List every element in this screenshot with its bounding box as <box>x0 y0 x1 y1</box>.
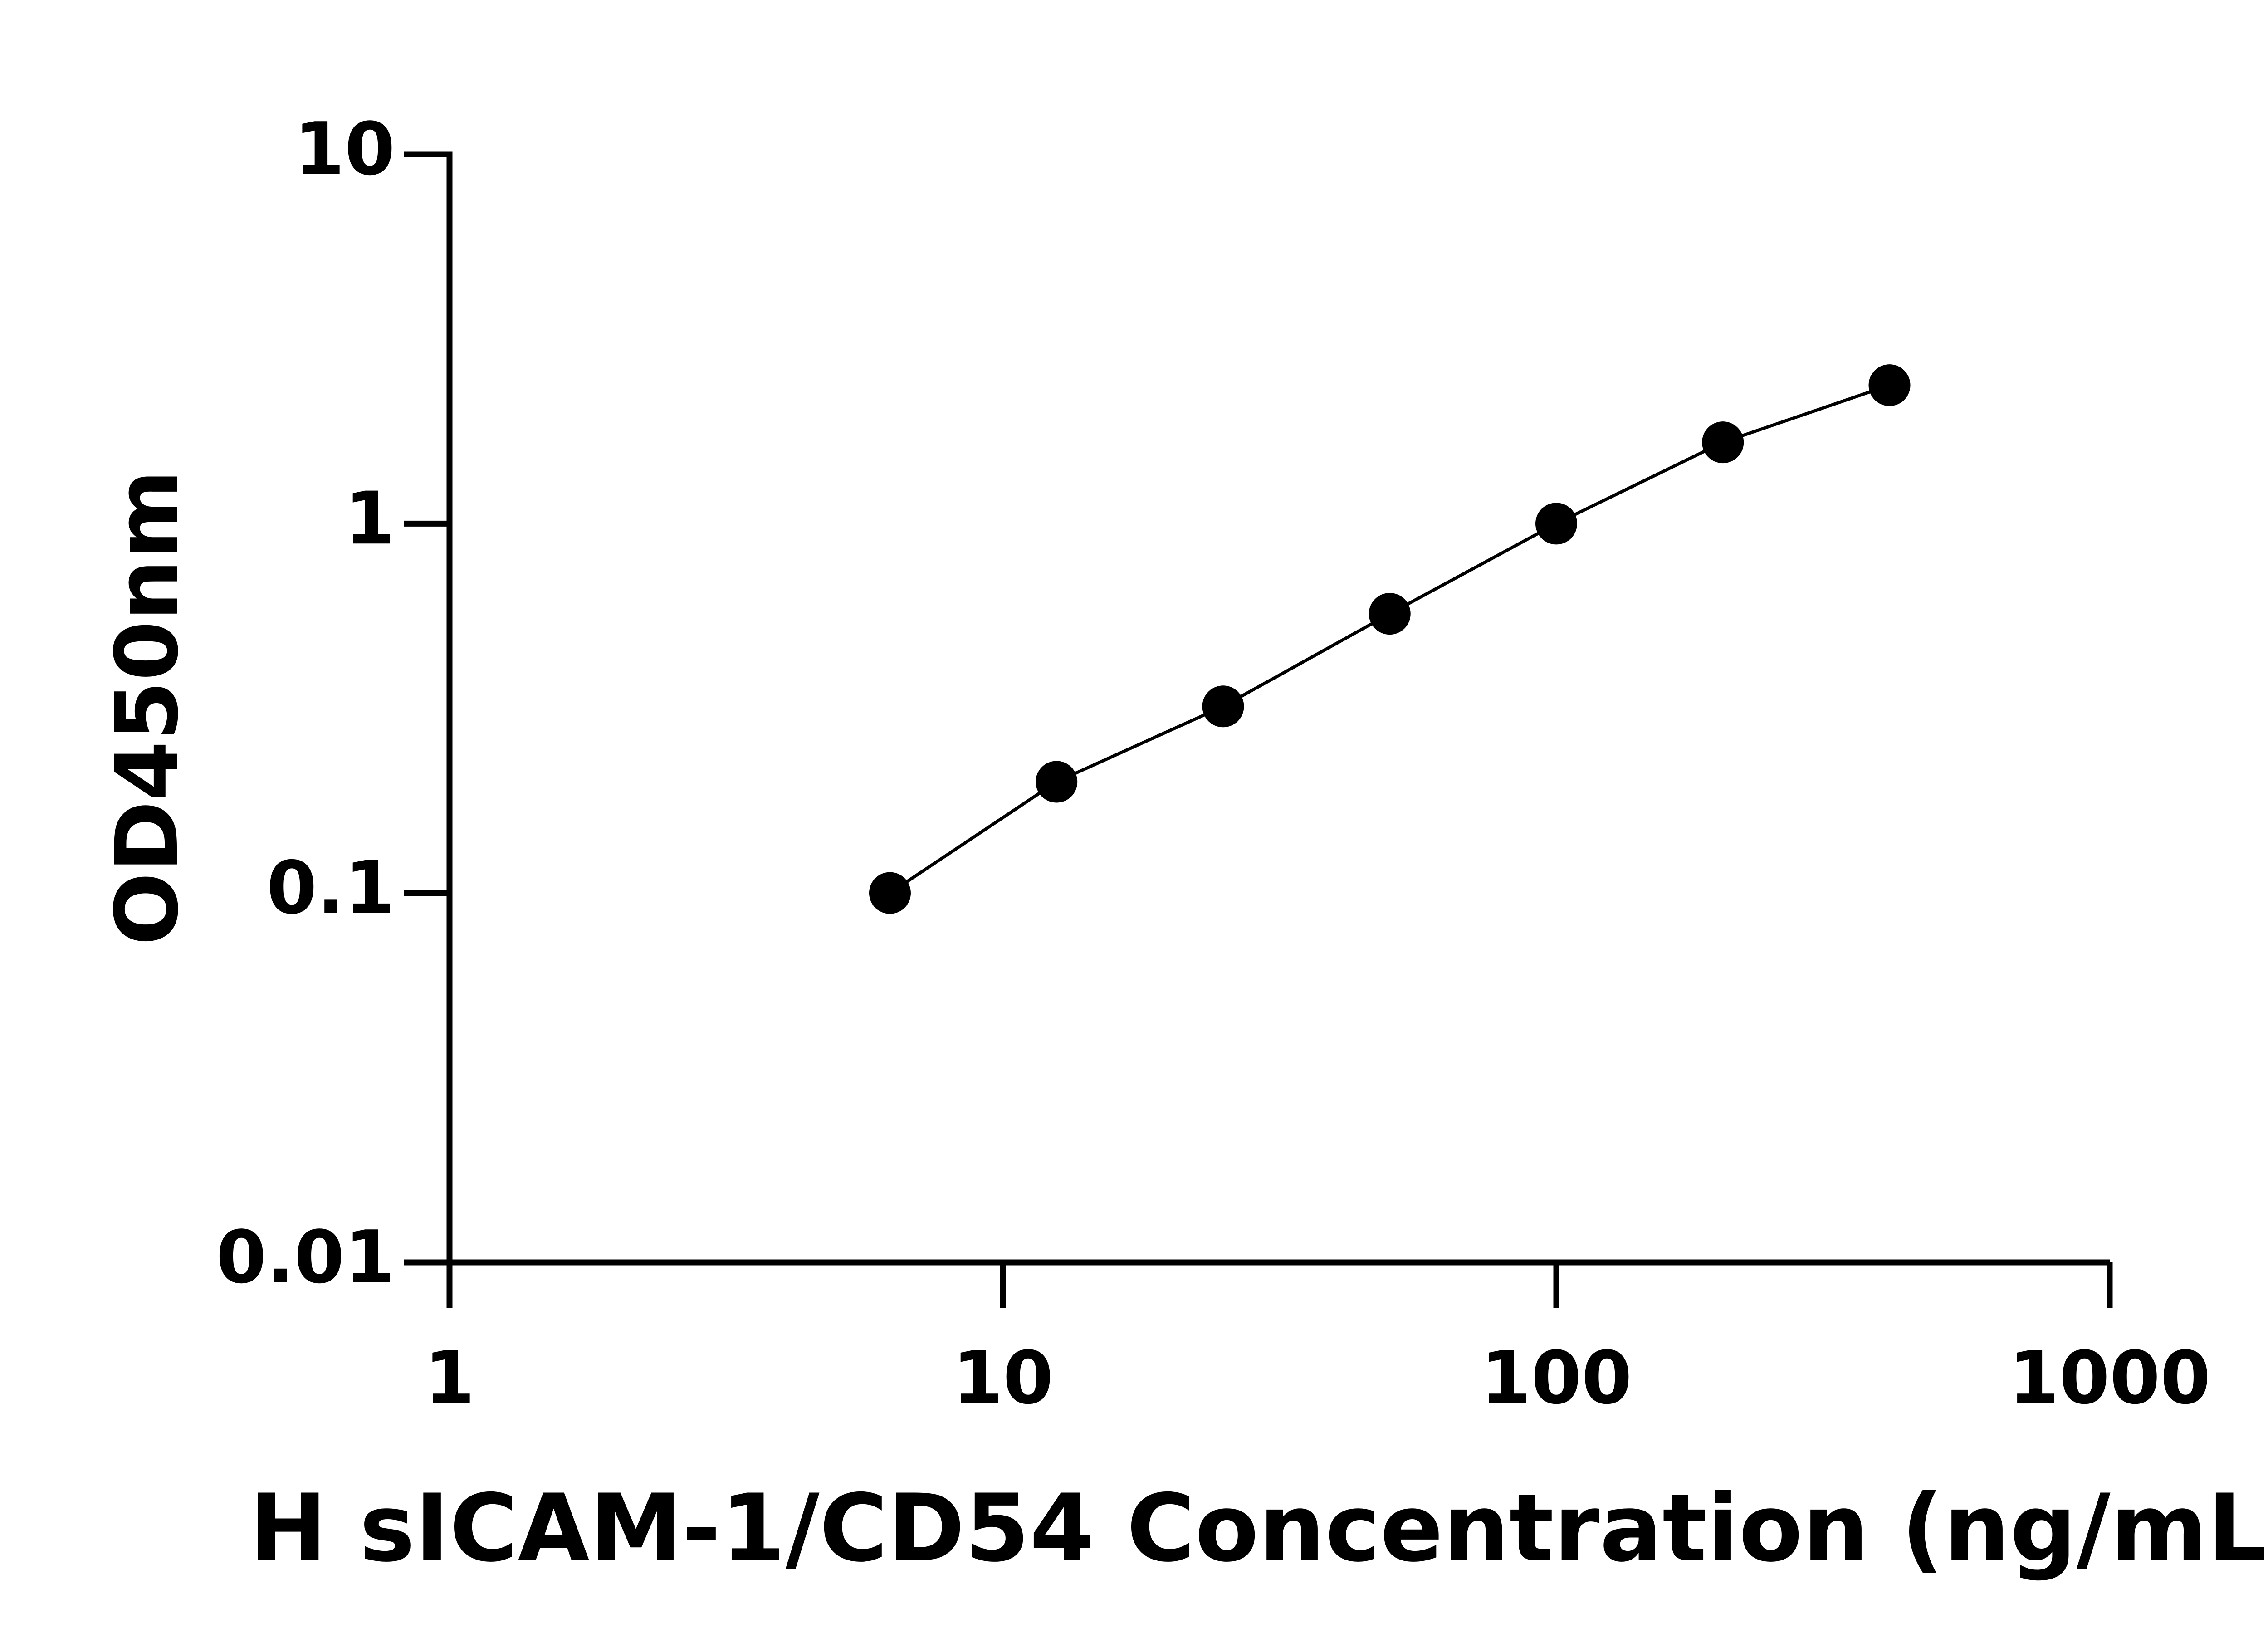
data-point <box>1369 593 1411 635</box>
x-tick-label: 1 <box>424 1335 474 1420</box>
data-point <box>1535 503 1577 545</box>
data-point <box>1868 364 1911 406</box>
y-tick-label: 10 <box>294 107 395 191</box>
data-point <box>1202 685 1244 728</box>
data-point <box>1036 761 1078 803</box>
data-point <box>869 872 911 914</box>
y-tick-label: 0.01 <box>216 1215 395 1300</box>
y-tick-label: 0.1 <box>267 846 395 930</box>
x-tick-label: 1000 <box>2009 1335 2210 1420</box>
fit-line <box>889 383 1890 895</box>
y-axis-label: OD450nm <box>97 469 197 945</box>
x-tick-label: 10 <box>953 1335 1054 1420</box>
y-tick-label: 1 <box>345 476 395 561</box>
data-point <box>1702 421 1744 464</box>
x-axis-label: H sICAM-1/CD54 Concentration (ng/mL) <box>249 1475 2268 1583</box>
x-tick-label: 100 <box>1481 1335 1632 1420</box>
